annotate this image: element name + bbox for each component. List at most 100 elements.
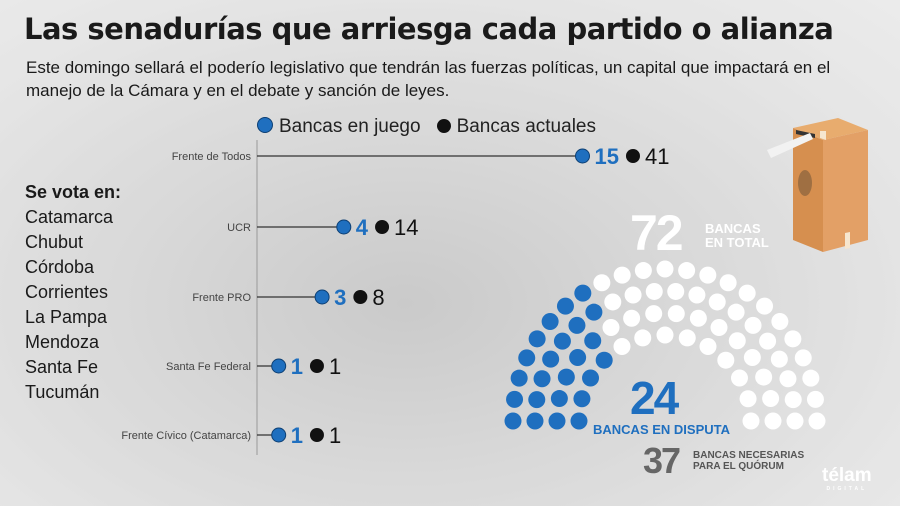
current-value: 1	[329, 423, 341, 448]
seat	[784, 391, 802, 409]
quorum-seats: 37	[643, 440, 681, 481]
province: Catamarca	[25, 207, 114, 227]
in-play-value: 1	[291, 423, 303, 448]
seat	[784, 330, 802, 348]
disputed-seat	[528, 330, 546, 348]
disputed-seat	[533, 370, 551, 388]
total-seats-label: BANCAS EN TOTAL	[705, 222, 769, 250]
page-title: Las senadurías que arriesga cada partido…	[24, 12, 834, 46]
province: Córdoba	[25, 257, 95, 277]
seat	[764, 412, 782, 430]
in-play-value: 4	[356, 215, 369, 240]
current-dot	[375, 220, 390, 234]
seat	[762, 390, 780, 408]
seat	[624, 286, 642, 304]
seat	[802, 369, 820, 387]
seat	[667, 305, 685, 323]
disputed-seat	[569, 349, 587, 367]
province: Chubut	[25, 232, 84, 252]
province: Mendoza	[25, 332, 100, 352]
disputed-seat	[573, 390, 591, 408]
seat	[688, 286, 706, 304]
current-value: 1	[329, 354, 341, 379]
seat	[728, 332, 746, 350]
voting-provinces: Se vota en: Catamarca Chubut Córdoba Cor…	[25, 180, 121, 405]
current-dot	[309, 359, 324, 373]
seat	[739, 390, 757, 408]
seat	[759, 332, 777, 350]
seat	[613, 266, 631, 284]
legend: Bancas en juego Bancas actuales	[257, 116, 596, 138]
seat	[742, 412, 760, 430]
seat	[645, 282, 663, 300]
province: La Pampa	[25, 307, 108, 327]
disputed-seat	[582, 369, 600, 387]
legend-in-play: Bancas en juego	[257, 116, 421, 138]
disputed-seat	[526, 412, 544, 430]
seat	[756, 297, 774, 315]
label-line: BANCAS	[705, 221, 761, 236]
current-dot	[309, 428, 324, 442]
seat	[730, 369, 748, 387]
disputed-seats-label: BANCAS EN DISPUTA	[593, 422, 730, 437]
disputed-seat	[595, 351, 613, 369]
seat	[770, 350, 788, 368]
seat	[743, 349, 761, 367]
seat	[727, 303, 745, 321]
seat	[678, 329, 696, 347]
label-line: PARA EL QUÓRUM	[693, 461, 784, 472]
disputed-seat	[541, 312, 559, 330]
current-value: 41	[645, 144, 669, 169]
disputed-seat	[568, 316, 586, 334]
blue-dot-icon	[257, 117, 273, 133]
current-value: 8	[372, 285, 384, 310]
disputed-seat	[574, 284, 592, 302]
seat	[699, 338, 717, 356]
black-dot-icon	[436, 119, 451, 133]
disputed-seat	[528, 391, 546, 409]
in-play-value: 1	[291, 354, 303, 379]
seat	[794, 349, 812, 367]
disputed-seat	[584, 332, 602, 350]
seat	[806, 390, 824, 408]
in-play-value: 3	[334, 285, 346, 310]
province: Santa Fe	[25, 357, 99, 377]
in-play-dot	[575, 148, 590, 164]
category-label: Santa Fe Federal	[166, 361, 251, 373]
seat	[656, 326, 674, 344]
disputed-seat	[510, 369, 528, 387]
logo-tag: DIGITAL	[826, 486, 868, 492]
category-label: UCR	[227, 222, 251, 234]
seat	[623, 309, 641, 327]
category-label: Frente PRO	[192, 292, 251, 304]
province: Tucumán	[25, 382, 100, 402]
legend-label: Bancas en juego	[279, 116, 421, 137]
quorum-label: BANCAS NECESARIAS PARA EL QUÓRUM	[693, 450, 804, 472]
category-label: Frente Cívico (Catamarca)	[121, 430, 251, 442]
seat	[604, 293, 622, 311]
seat	[779, 370, 797, 388]
disputed-seat	[504, 412, 522, 430]
disputed-seat	[553, 332, 571, 350]
seat	[699, 266, 717, 284]
seat	[755, 368, 773, 386]
seat	[645, 305, 663, 323]
in-play-dot	[271, 358, 287, 374]
seat	[710, 318, 728, 336]
in-play-dot	[336, 219, 352, 235]
seat	[667, 282, 685, 300]
label-line: EN TOTAL	[705, 235, 769, 250]
seat	[744, 316, 762, 334]
current-dot	[625, 149, 640, 163]
seat	[678, 262, 696, 280]
seat	[602, 318, 620, 336]
seat	[593, 274, 611, 292]
in-play-value: 15	[595, 144, 619, 169]
disputed-seat	[556, 297, 574, 315]
disputed-seat	[548, 412, 566, 430]
logo-text: télam	[822, 465, 872, 486]
disputed-seats: 24	[630, 372, 679, 424]
